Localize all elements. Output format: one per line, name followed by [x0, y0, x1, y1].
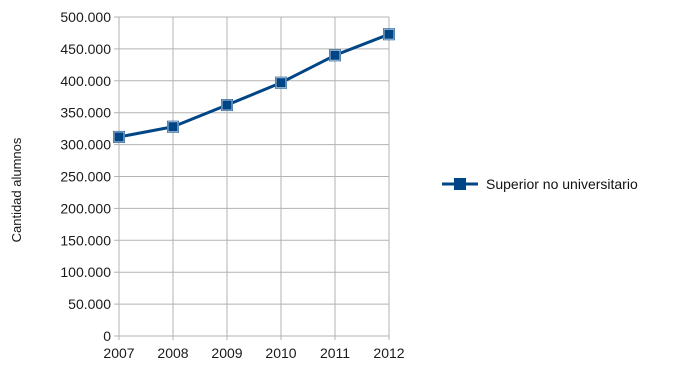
x-tick-label: 2012: [373, 345, 404, 361]
gridlines: [114, 16, 390, 340]
x-tick-label: 2011: [320, 345, 350, 361]
legend: Superior no universitario: [442, 176, 638, 192]
data-point-marker-highlight: [167, 121, 179, 133]
y-tick-label: 450.000: [60, 41, 111, 57]
data-point-marker: [275, 76, 287, 89]
y-tick-label: 200.000: [60, 200, 111, 216]
y-tick-label: 250.000: [60, 169, 111, 185]
data-point-marker-highlight: [383, 28, 395, 40]
y-tick-label: 350.000: [60, 105, 111, 121]
y-tick-label: 100.000: [60, 264, 111, 280]
series-group: [113, 28, 395, 143]
y-tick-label: 50.000: [68, 296, 111, 312]
y-axis-tick-labels: 0 50.000 100.000 150.000 200.000 250.000 300.0…: [60, 9, 111, 344]
y-tick-label: 150.000: [60, 232, 111, 248]
x-tick-label: 2010: [265, 345, 296, 361]
y-axis-label: Cantidad alumnos: [9, 137, 24, 242]
data-point-marker-highlight: [329, 49, 341, 61]
data-point-marker-highlight: [113, 131, 125, 143]
data-point-marker: [167, 120, 179, 133]
data-point-marker: [383, 28, 395, 41]
data-point-marker: [329, 49, 341, 62]
y-tick-label: 500.000: [60, 9, 111, 25]
y-tick-label: 0: [103, 328, 111, 344]
y-tick-label: 300.000: [60, 137, 111, 153]
data-point-marker: [113, 130, 125, 143]
legend-marker: [454, 178, 466, 190]
series-line: [118, 32, 390, 139]
data-point-marker: [221, 99, 233, 112]
legend-label: Superior no universitario: [486, 176, 638, 192]
x-tick-label: 2009: [211, 345, 242, 361]
x-tick-label: 2008: [157, 345, 188, 361]
x-tick-label: 2007: [103, 345, 134, 361]
y-tick-label: 400.000: [60, 73, 111, 89]
data-point-marker-highlight: [221, 99, 233, 111]
x-axis-tick-labels: 2007 2008 2009 2010 2011 2012: [103, 345, 404, 361]
data-point-marker-highlight: [275, 77, 287, 89]
